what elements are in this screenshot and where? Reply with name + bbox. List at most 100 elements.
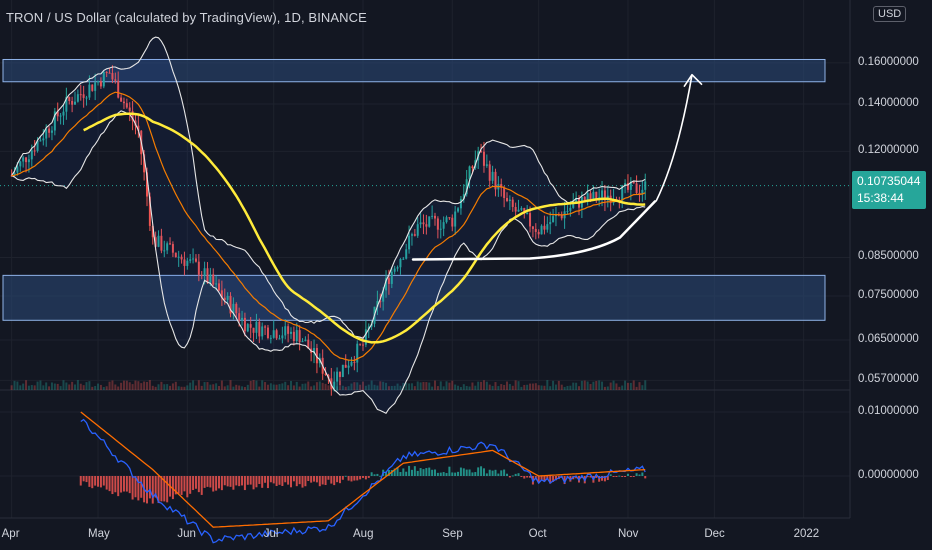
volume-bar	[13, 380, 16, 390]
candle-body	[143, 154, 146, 173]
macd-histogram-bar	[241, 476, 244, 486]
candle-body	[39, 140, 42, 142]
volume-bar	[171, 383, 174, 390]
macd-histogram-bar	[448, 466, 451, 476]
macd-histogram-bar	[428, 467, 431, 476]
macd-histogram-bar	[526, 476, 529, 478]
macd-histogram-bar	[517, 473, 520, 476]
candle-body	[48, 128, 51, 133]
candle-body	[272, 330, 275, 338]
macd-histogram-bar	[624, 476, 627, 477]
volume-bar	[327, 385, 330, 390]
macd-histogram-bar	[235, 476, 238, 486]
macd-histogram-bar	[111, 476, 114, 495]
macd-histogram-bar	[385, 471, 388, 476]
candle-body	[111, 73, 114, 80]
candle-body	[88, 84, 91, 98]
ema-line	[11, 91, 646, 362]
macd-histogram-bar	[367, 476, 370, 478]
macd-histogram-bar	[350, 476, 353, 482]
volume-bar	[166, 384, 169, 390]
candle-body	[500, 183, 503, 188]
candle-body	[215, 283, 218, 285]
macd-histogram-bar	[117, 476, 120, 497]
candle-body	[543, 225, 546, 230]
candle-body	[336, 371, 339, 382]
candle-body	[146, 172, 148, 197]
macd-histogram-bar	[353, 476, 356, 481]
candle-body	[350, 361, 353, 366]
volume-bar	[431, 386, 434, 390]
volume-bar	[364, 385, 367, 390]
candle-body	[223, 297, 226, 300]
candle-body	[76, 94, 79, 102]
candle-body	[99, 81, 102, 87]
volume-bar	[30, 385, 33, 390]
candle-body	[189, 259, 192, 261]
macd-histogram-bar	[246, 476, 249, 485]
macd-histogram-bar	[97, 476, 100, 487]
volume-bar	[321, 382, 324, 390]
volume-bar	[506, 381, 508, 390]
x-tick-label: Dec	[704, 528, 725, 540]
candle-body	[264, 326, 267, 328]
volume-bar	[200, 385, 203, 390]
volume-bar	[148, 380, 151, 390]
candle-body	[36, 140, 39, 151]
volume-bar	[206, 382, 209, 390]
candle-body	[148, 196, 151, 226]
macd-histogram-bar	[632, 476, 635, 477]
volume-bar	[59, 386, 62, 390]
candle-body	[624, 183, 627, 186]
projection-arrow	[655, 74, 693, 202]
macd-histogram-bar	[601, 476, 604, 481]
macd-histogram-bar	[281, 476, 284, 486]
volume-bar	[163, 384, 166, 390]
candle-body	[592, 191, 595, 200]
volume-bar	[468, 386, 471, 390]
volume-bar	[549, 386, 552, 390]
candle-body	[275, 330, 278, 339]
x-tick-label: Sep	[442, 528, 463, 540]
volume-bar	[94, 385, 97, 390]
candle-body	[353, 361, 356, 363]
currency-button[interactable]: USD	[873, 6, 907, 22]
candle-body	[644, 181, 647, 190]
volume-bar	[255, 380, 258, 390]
macd-histogram-bar	[197, 476, 200, 493]
volume-bar	[511, 385, 514, 390]
macd-histogram-bar	[459, 467, 462, 476]
volume-bar	[151, 385, 154, 390]
macd-histogram-bar	[511, 475, 514, 477]
candle-body	[459, 198, 462, 209]
candle-body	[186, 260, 189, 266]
candle-body	[485, 164, 488, 166]
candle-body	[102, 71, 105, 87]
macd-histogram-bar	[88, 476, 91, 487]
macd-histogram-bar	[160, 476, 163, 502]
volume-bar	[304, 383, 307, 390]
candle-body	[117, 80, 120, 98]
macd-histogram-bar	[330, 476, 333, 484]
candle-body	[169, 243, 172, 245]
candle-body	[238, 313, 241, 321]
macd-histogram-bar	[192, 476, 195, 491]
candle-body	[192, 258, 195, 260]
volume-bar	[419, 382, 422, 390]
volume-bar	[318, 381, 321, 390]
x-tick-label: Jun	[177, 528, 196, 540]
candle-body	[491, 171, 494, 181]
candle-body	[503, 187, 506, 199]
volume-bar	[65, 382, 68, 390]
volume-bar	[575, 382, 578, 390]
macd-histogram-bar	[500, 470, 503, 476]
candle-body	[13, 172, 16, 176]
y-tick-label: 0.05700000	[858, 373, 919, 386]
volume-bar	[203, 382, 206, 390]
candle-body	[203, 268, 206, 276]
volume-bar	[105, 386, 108, 390]
candle-body	[220, 290, 223, 298]
macd-histogram-bar	[618, 475, 621, 477]
candle-body	[601, 190, 604, 198]
